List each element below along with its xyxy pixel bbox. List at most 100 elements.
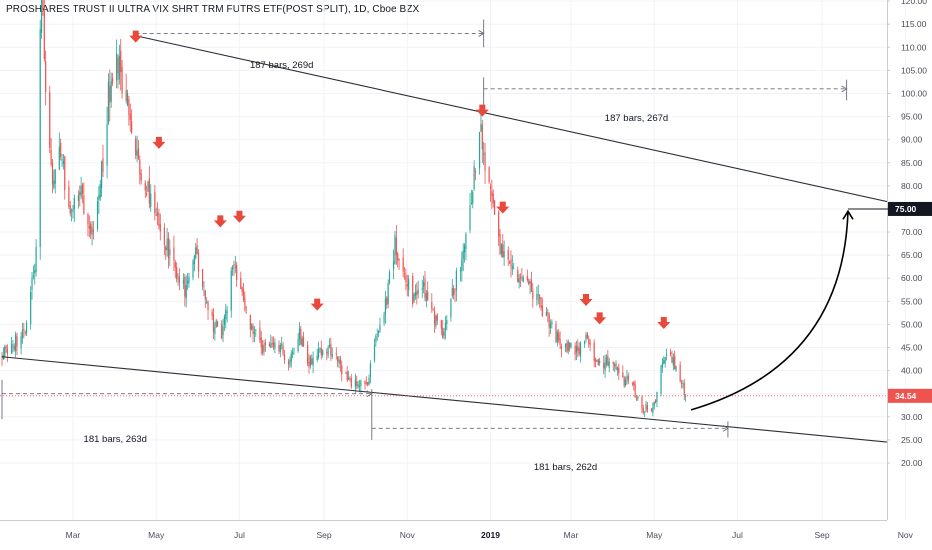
candle-body bbox=[34, 270, 36, 273]
candle-body bbox=[128, 99, 130, 115]
target-price-tag-bg bbox=[888, 201, 932, 216]
candle-body bbox=[455, 271, 457, 291]
candle-body bbox=[107, 81, 110, 124]
candle-body bbox=[347, 377, 350, 380]
candle-body bbox=[633, 381, 635, 385]
candle-body bbox=[49, 92, 51, 148]
candle-body bbox=[502, 244, 504, 258]
candle-body bbox=[364, 381, 366, 384]
candle-body bbox=[596, 360, 598, 362]
candle-body bbox=[335, 353, 337, 355]
candle-body bbox=[233, 264, 235, 267]
candle-body bbox=[96, 201, 99, 230]
candle-body bbox=[474, 171, 477, 172]
candle-body bbox=[559, 338, 561, 346]
candle-body bbox=[569, 342, 571, 348]
candle-body bbox=[425, 293, 427, 302]
candle-body bbox=[339, 359, 341, 365]
candle-body bbox=[513, 268, 515, 270]
candle-body bbox=[61, 159, 63, 161]
candle-body bbox=[517, 270, 519, 283]
candle-body bbox=[622, 372, 624, 378]
candle-body bbox=[566, 343, 568, 352]
candle-body bbox=[588, 339, 590, 344]
candle-body bbox=[465, 233, 467, 249]
candle-body bbox=[435, 316, 437, 327]
projection-curve bbox=[690, 211, 849, 411]
candle-body bbox=[398, 259, 400, 261]
candle-body bbox=[139, 159, 141, 175]
candle-body bbox=[32, 275, 34, 277]
candle-body bbox=[537, 294, 539, 296]
candle-body bbox=[618, 367, 620, 374]
candle-body bbox=[545, 312, 548, 317]
x-tick-label: 2019 bbox=[481, 530, 500, 540]
candle-body bbox=[444, 322, 447, 331]
candle-body bbox=[510, 259, 512, 266]
candle-body bbox=[556, 332, 558, 342]
candle-body bbox=[500, 244, 503, 254]
peak-marker-arrow bbox=[129, 30, 143, 43]
candle-body bbox=[616, 367, 618, 371]
candle-body bbox=[579, 342, 582, 356]
candle-body bbox=[652, 407, 654, 413]
y-tick-label: 20.00 bbox=[901, 458, 923, 468]
candle-body bbox=[196, 245, 198, 254]
candle-body bbox=[461, 259, 463, 271]
peak-marker-arrow bbox=[310, 298, 324, 311]
candle-body bbox=[13, 345, 15, 350]
x-tick-label: May bbox=[148, 530, 165, 540]
candle-body bbox=[42, 0, 44, 10]
candle-body bbox=[178, 276, 180, 283]
candle-body bbox=[292, 351, 294, 354]
candle-body bbox=[249, 314, 251, 330]
candle-body bbox=[214, 327, 216, 334]
candle-body bbox=[251, 324, 253, 330]
candle-body bbox=[549, 323, 552, 329]
candle-body bbox=[102, 158, 104, 172]
candle-body bbox=[148, 178, 150, 204]
candle-body bbox=[201, 269, 204, 288]
candle-body bbox=[317, 348, 320, 358]
candle-body bbox=[326, 352, 328, 354]
target-price-tag-label: 75.00 bbox=[895, 204, 917, 214]
candle-body bbox=[395, 237, 397, 255]
candle-body bbox=[585, 334, 587, 340]
y-tick-label: 95.00 bbox=[901, 112, 923, 122]
trendline-lower bbox=[1, 356, 887, 443]
candle-body bbox=[322, 350, 324, 356]
candle-body bbox=[25, 322, 28, 334]
candle-body bbox=[634, 383, 636, 398]
candle-body bbox=[308, 361, 310, 368]
peak-marker-arrow bbox=[657, 317, 671, 330]
candle-body bbox=[511, 266, 513, 269]
candle-body bbox=[241, 287, 243, 293]
candle-body bbox=[327, 347, 329, 356]
candle-body bbox=[454, 291, 456, 293]
candle-body bbox=[230, 270, 232, 311]
measure-label: 187 bars, 267d bbox=[605, 113, 668, 124]
candle-body bbox=[147, 181, 149, 192]
candle-body bbox=[216, 321, 219, 327]
candle-body bbox=[660, 366, 662, 394]
x-tick-label: Nov bbox=[400, 530, 416, 540]
candle-body bbox=[345, 372, 347, 374]
candle-body bbox=[79, 192, 81, 195]
last-price-tag-label: 34.54 bbox=[895, 391, 917, 401]
candle-body bbox=[526, 276, 528, 281]
candle-body bbox=[446, 320, 448, 324]
candle-body bbox=[92, 229, 95, 232]
candle-body bbox=[605, 357, 608, 365]
candle-body bbox=[300, 329, 302, 345]
x-tick-label: Sep bbox=[316, 530, 331, 540]
candle-body bbox=[309, 357, 311, 366]
candle-body bbox=[646, 405, 649, 410]
candle-body bbox=[682, 382, 684, 384]
candle-body bbox=[320, 348, 322, 356]
candle-body bbox=[519, 276, 522, 279]
candle-body bbox=[683, 383, 685, 395]
candle-body bbox=[518, 278, 520, 283]
candle-body bbox=[5, 346, 7, 349]
candle-body bbox=[560, 345, 563, 350]
